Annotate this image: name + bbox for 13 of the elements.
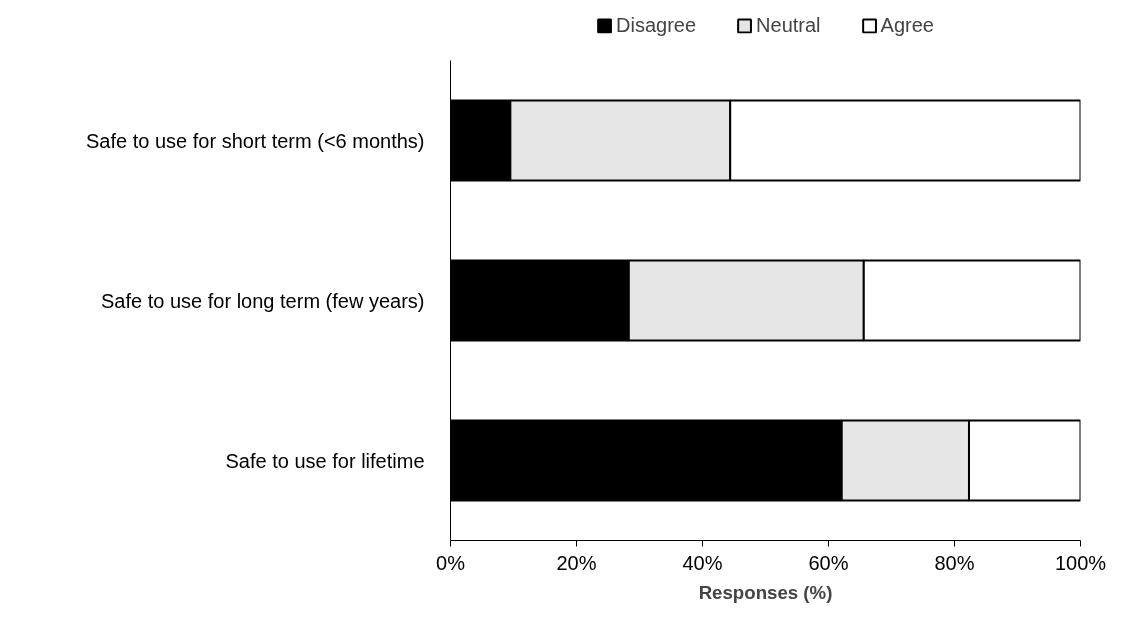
- x-tick-label: 20%: [556, 551, 597, 574]
- x-tick-label: 60%: [808, 551, 849, 574]
- legend-label: Disagree: [616, 13, 697, 37]
- y-tick-label: Safe to use for long term (few years): [101, 289, 425, 312]
- x-tick-label: 40%: [682, 551, 723, 574]
- x-tick-label: 80%: [934, 551, 975, 574]
- y-tick-label: Safe to use for short term (<6 months): [86, 129, 425, 152]
- legend-label: Neutral: [756, 13, 821, 37]
- y-tick-label: Safe to use for lifetime: [225, 449, 425, 472]
- legend-label: Agree: [880, 13, 934, 37]
- x-tick-label: 100%: [1054, 551, 1107, 574]
- x-axis-title: Responses (%): [698, 581, 833, 603]
- x-tick-label: 0%: [436, 551, 466, 574]
